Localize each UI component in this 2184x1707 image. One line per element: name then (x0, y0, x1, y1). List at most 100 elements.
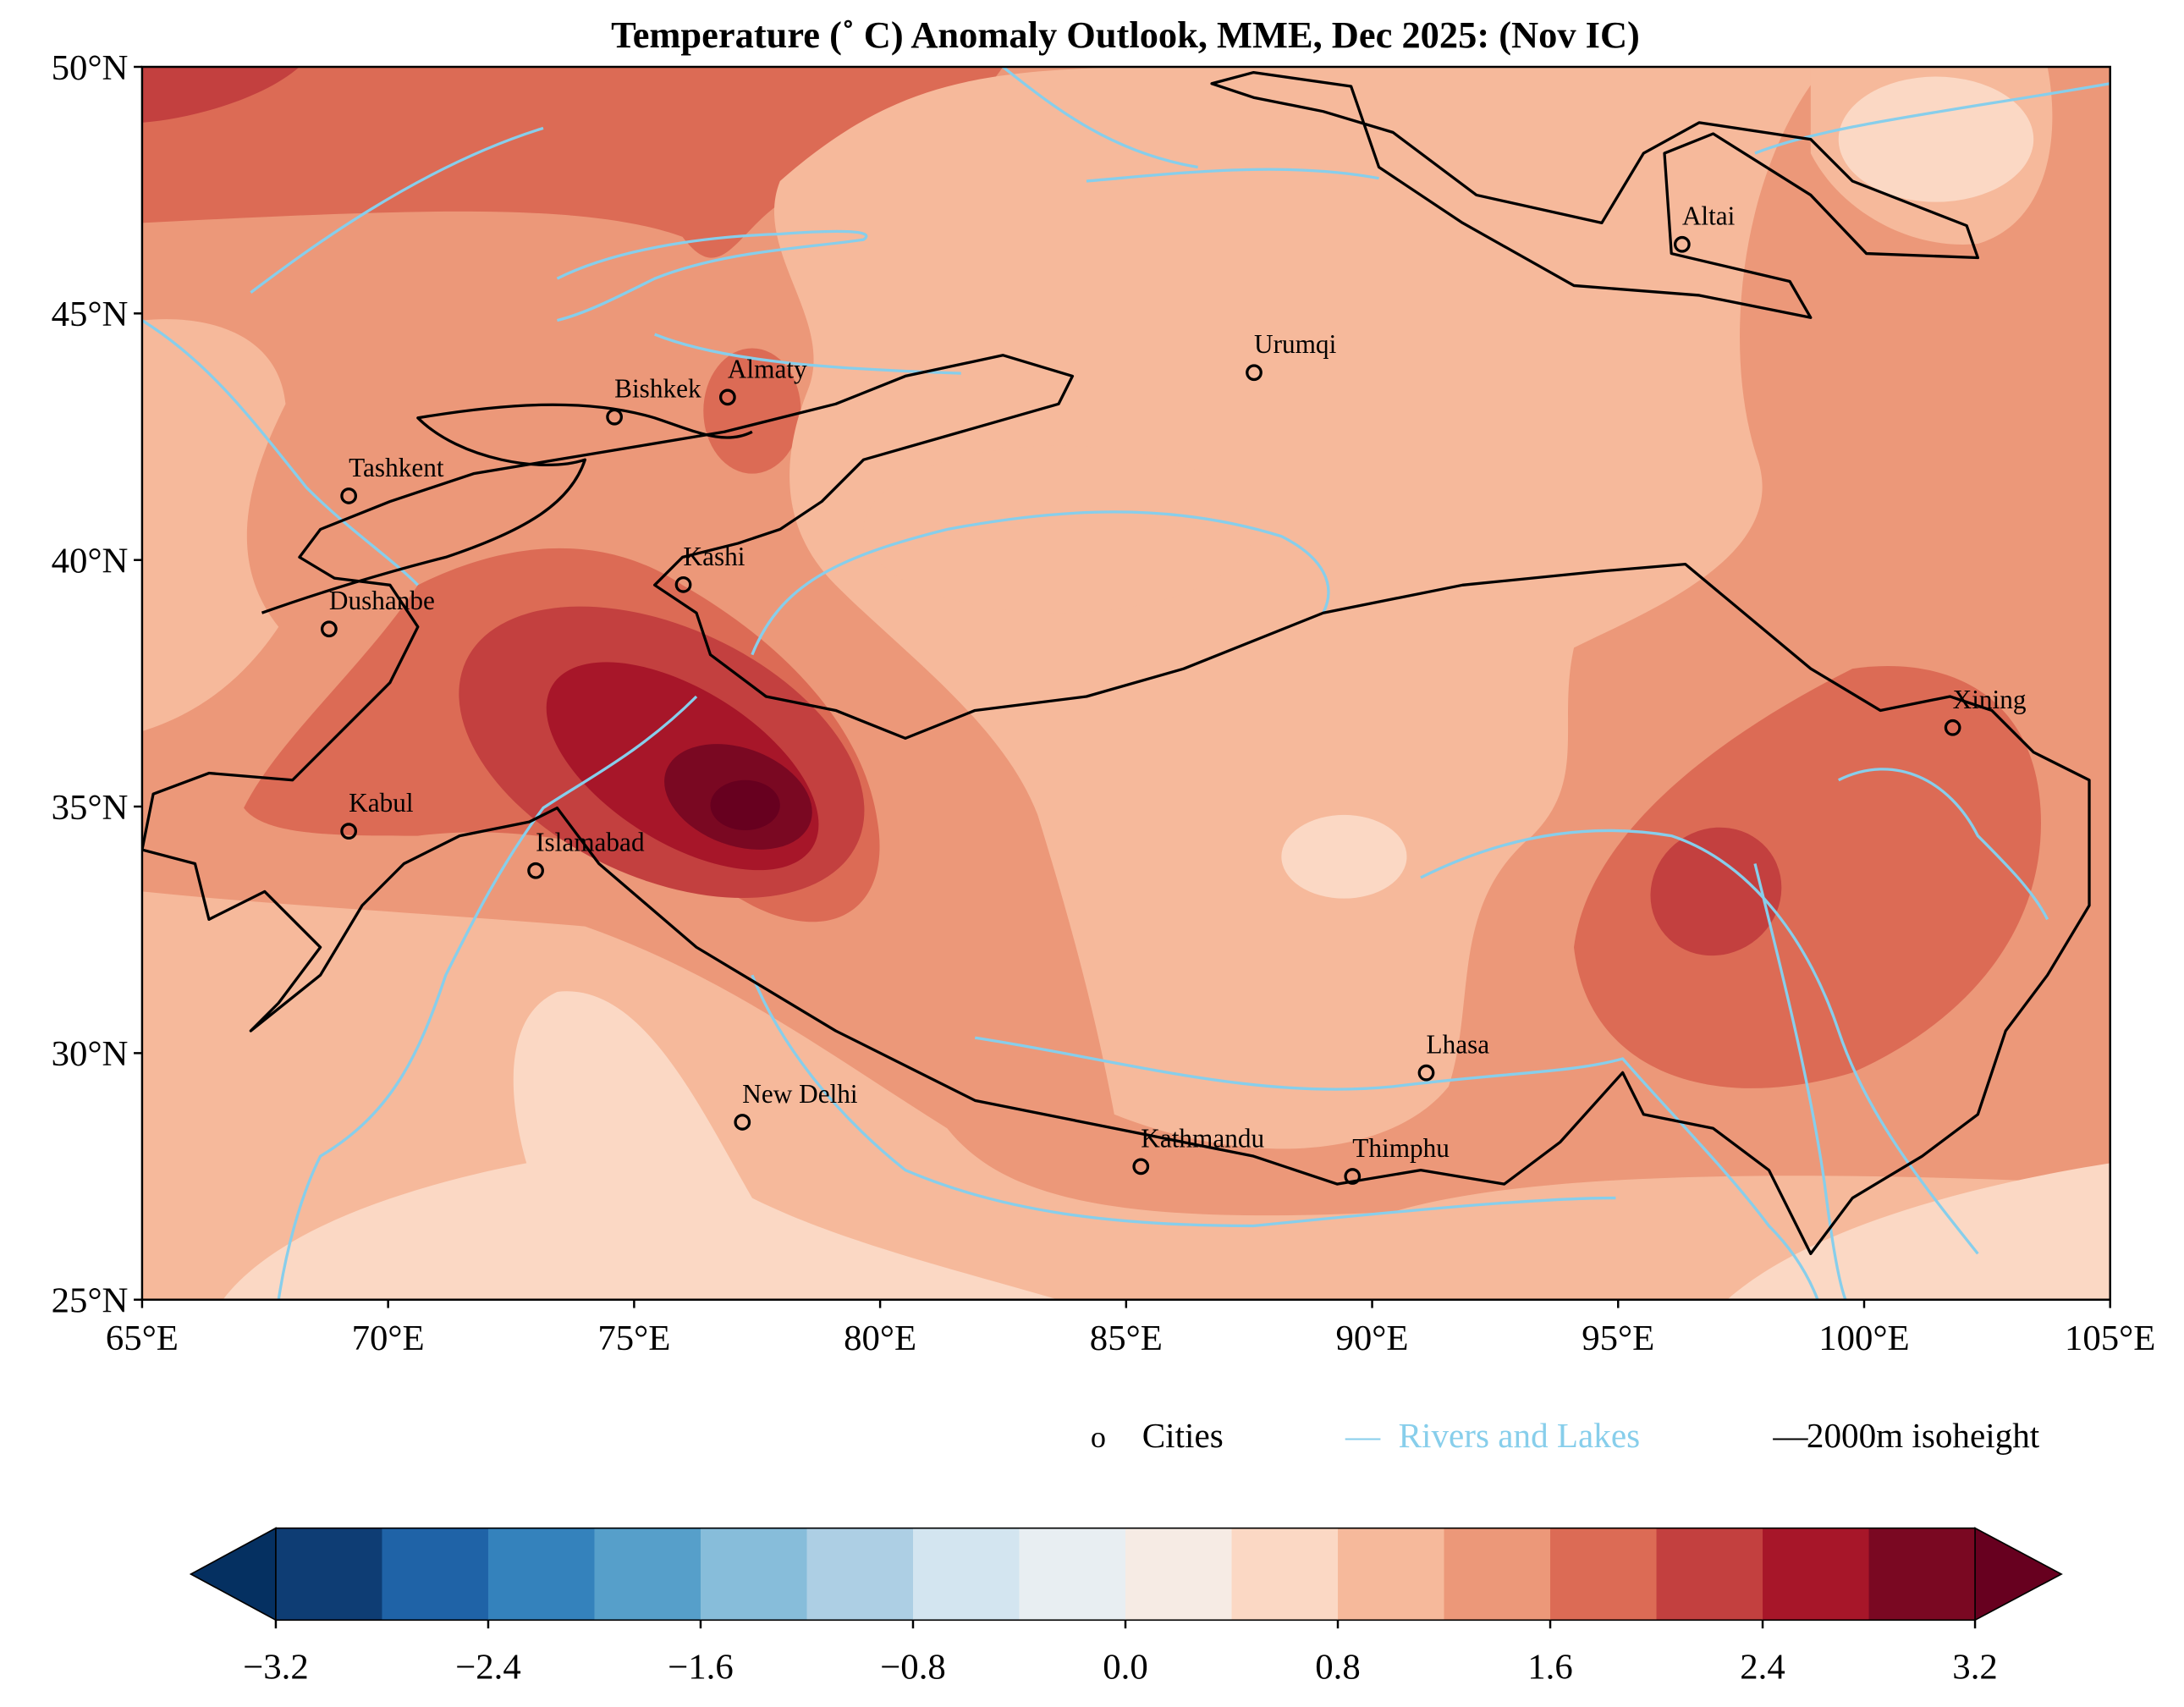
city-marker (321, 620, 338, 638)
rivers-and-lakes (141, 67, 2110, 1300)
contour-over-3.2 (710, 779, 780, 831)
contour-0.4-0.8-bottomright (1727, 1163, 2110, 1300)
colorbar-tick-label: −1.6 (668, 1647, 734, 1687)
river-ganges (751, 974, 1616, 1228)
colorbar-bin (1444, 1528, 1551, 1621)
city-label: Lhasa (1427, 1030, 1490, 1060)
river-indus (277, 695, 698, 1300)
colorbar-bin (275, 1528, 383, 1621)
city-marker (340, 823, 358, 840)
river-tarim (751, 510, 1330, 656)
colorbar-bin (382, 1528, 489, 1621)
colorbar-bin (594, 1528, 701, 1621)
city-marker (1246, 364, 1263, 382)
lon-axis: 65°E 70°E 75°E 80°E 85°E 90°E 95°E 100°E 105°E (106, 1299, 2155, 1358)
lat-tick-label: 45°N (52, 295, 129, 334)
legend-rivers-marker: — (1345, 1416, 1381, 1455)
city-label: Urumqi (1254, 329, 1337, 359)
contour-0.4-0.8-pale (1281, 814, 1407, 899)
contour-2.0-2.4-east (1650, 827, 1782, 956)
colorbar-tick-label: 2.4 (1740, 1647, 1785, 1687)
isoheight-tianshan-west (261, 403, 753, 614)
river-mekong (1753, 863, 1847, 1300)
contour-1.6-2.0-almaty (703, 348, 801, 474)
colorbar-tick-label: −3.2 (243, 1647, 309, 1687)
contour-0.4-0.8-topright (1838, 76, 2034, 202)
legend-rivers-label: Rivers and Lakes (1399, 1416, 1641, 1455)
lon-tick-label: 70°E (352, 1319, 425, 1358)
contour-1.6-2.0-east (1574, 666, 2041, 1088)
legend-iso-marker: — (1772, 1416, 1808, 1455)
map-plot-area: Altai Urumqi Almaty Bishkek Tashkent Kashi Dus… (141, 67, 2110, 1300)
colorbar-extend-low (189, 1527, 277, 1622)
city-label: Xining (1953, 685, 2027, 714)
lon-tick-label: 100°E (1818, 1319, 1909, 1358)
river-irtysh (1086, 168, 1379, 183)
isoheight-tibet (141, 354, 2091, 1256)
city-marker (340, 487, 358, 504)
colorbar-bin (912, 1528, 1020, 1621)
lat-tick-label: 50°N (52, 48, 129, 88)
river-brahmaputra (974, 1036, 1819, 1300)
colorbar-extend-high (1974, 1527, 2063, 1622)
colorbar-bin (1763, 1528, 1870, 1621)
city-marker (606, 408, 623, 426)
lon-tick-label: 85°E (1090, 1319, 1163, 1358)
city-label: Altai (1682, 201, 1736, 231)
colorbar-tick-label: −2.4 (455, 1647, 521, 1687)
contour-1.6-2.0-north (141, 67, 1004, 258)
city-label: Kashi (684, 542, 745, 571)
cities-layer: Altai Urumqi Almaty Bishkek Tashkent Kashi Dus… (321, 201, 2027, 1185)
city-label: Bishkek (614, 374, 701, 404)
city-label: Almaty (728, 354, 807, 383)
map-legend: o Cities — Rivers and Lakes — 2000m isoh… (1091, 1416, 2040, 1455)
contour-0.8-1.2-tarim (774, 67, 1825, 1149)
legend-cities-label: Cities (1142, 1416, 1224, 1455)
contour-0.4-0.8-plains (223, 991, 1059, 1300)
colorbar-tick-label: 0.8 (1315, 1647, 1360, 1687)
city-marker (1132, 1158, 1150, 1176)
city-marker (1673, 235, 1691, 253)
colorbar-bin (487, 1528, 596, 1621)
lon-tick-label: 80°E (844, 1319, 916, 1358)
lat-tick-label: 35°N (52, 788, 129, 828)
lat-tick-label: 30°N (52, 1034, 129, 1074)
colorbar-bin (1231, 1528, 1339, 1621)
isoheight-altai (1210, 70, 1979, 319)
colorbar-bin (1550, 1528, 1658, 1621)
city-marker (1417, 1064, 1435, 1082)
river-syrdarya (250, 126, 544, 294)
city-marker (718, 388, 736, 406)
lon-tick-label: 65°E (106, 1319, 179, 1358)
contour-0.8-1.2-west (141, 319, 286, 732)
lat-tick-label: 25°N (52, 1281, 129, 1321)
contour-2.0-2.4-corner (141, 67, 300, 123)
colorbar-bin (1656, 1528, 1763, 1621)
colorbar-bin (806, 1528, 914, 1621)
city-marker (527, 862, 544, 879)
city-label: Kabul (349, 788, 414, 818)
legend-iso-label: 2000m isoheight (1807, 1416, 2040, 1455)
lat-axis: 25°N 30°N 35°N 40°N 45°N 50°N (52, 48, 142, 1321)
colorbar-bin (1019, 1528, 1126, 1621)
city-label: Kathmandu (1141, 1123, 1264, 1153)
river-north (1002, 67, 2110, 169)
lon-tick-label: 95°E (1582, 1319, 1654, 1358)
city-marker (1944, 719, 1961, 736)
colorbar-tick-label: −0.8 (880, 1647, 946, 1687)
legend-cities-marker: o (1091, 1420, 1106, 1454)
colorbar-tick-label: 3.2 (1952, 1647, 1997, 1687)
colorbar-bin (1125, 1528, 1233, 1621)
lake-balkhash (556, 229, 868, 322)
colorbar-bin (700, 1528, 808, 1621)
city-label: Dushanbe (329, 586, 435, 615)
city-label: Islamabad (536, 828, 645, 857)
river-amudarya (141, 319, 420, 586)
chart-title: Temperature (˚ C) Anomaly Outlook, MME, … (611, 14, 1640, 56)
lon-tick-label: 75°E (597, 1319, 670, 1358)
river-yellow (1838, 768, 2049, 921)
city-marker (1344, 1168, 1362, 1185)
river-yangtze (1420, 829, 1979, 1255)
colorbar-bin (1868, 1528, 1976, 1621)
